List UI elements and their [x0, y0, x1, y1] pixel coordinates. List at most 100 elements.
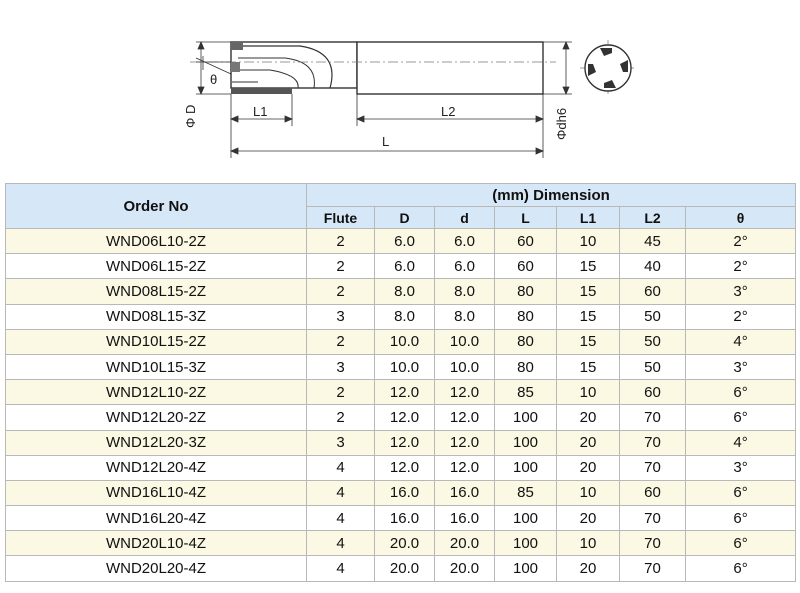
- dimension-cell: 2°: [684, 227, 797, 255]
- dimension-cell: 10: [556, 530, 620, 557]
- dimension-cell: 3: [306, 353, 375, 381]
- dimension-cell: 16.0: [434, 505, 495, 532]
- order-no-cell: WND08L15-3Z: [5, 303, 307, 330]
- dimension-cell: 6°: [684, 505, 797, 532]
- order-no-cell: WND12L20-4Z: [5, 454, 307, 481]
- dimension-cell: 4: [306, 530, 375, 557]
- dimension-cell: 85: [494, 379, 557, 406]
- table-body: WND06L10-2Z 2 6.0 6.0 60 10 45 2° WND06L15-2Z 2 6.…: [5, 227, 797, 582]
- diameter-dimension: [196, 40, 231, 96]
- dimension-cell: 6°: [684, 404, 797, 431]
- dimension-cell: 8.0: [434, 303, 495, 330]
- dimension-cell: 50: [619, 328, 686, 355]
- dimension-cell: 4: [306, 454, 375, 481]
- dimension-cell: 80: [494, 353, 557, 381]
- dimension-cell: 2°: [684, 303, 797, 330]
- phi-d-label: Φ D: [183, 105, 198, 128]
- dimension-cell: 3°: [684, 278, 797, 305]
- dimension-cell: 100: [494, 555, 557, 582]
- dimension-cell: 10: [556, 479, 620, 507]
- dimension-cell: 80: [494, 303, 557, 330]
- order-no-cell: WND10L15-3Z: [5, 353, 307, 381]
- dimension-cell: 50: [619, 353, 686, 381]
- dimension-cell: 16.0: [374, 505, 435, 532]
- dimension-cell: 6°: [684, 479, 797, 507]
- dimension-cell: 70: [619, 530, 686, 557]
- dimension-cell: 60: [619, 479, 686, 507]
- dimension-cell: 10: [556, 379, 620, 406]
- dimension-cell: 20.0: [374, 530, 435, 557]
- dimension-cell: 70: [619, 429, 686, 456]
- dimension-cell: 20: [556, 505, 620, 532]
- dimension-cell: 15: [556, 303, 620, 330]
- table-row: WND16L20-4Z 4 16.0 16.0 100 20 70 6°: [5, 505, 797, 532]
- dimension-cell: 100: [494, 530, 557, 557]
- dimension-cell: 50: [619, 303, 686, 330]
- column-header: D: [374, 206, 435, 229]
- order-no-cell: WND12L20-3Z: [5, 429, 307, 456]
- order-no-cell: WND10L15-2Z: [5, 328, 307, 355]
- dimension-cell: 2: [306, 227, 375, 255]
- theta-angle-marker: [195, 56, 232, 75]
- table-row: WND20L10-4Z 4 20.0 20.0 100 10 70 6°: [5, 530, 797, 557]
- dimension-cell: 20: [556, 454, 620, 481]
- dimension-cell: 2°: [684, 253, 797, 280]
- table-row: WND06L15-2Z 2 6.0 6.0 60 15 40 2°: [5, 253, 797, 280]
- tool-technical-drawing: θ Φ D L1 L2 L Φ: [183, 40, 636, 158]
- dimension-cell: 70: [619, 454, 686, 481]
- dimension-cell: 10.0: [434, 328, 495, 355]
- dimension-cell: 4°: [684, 328, 797, 355]
- dimension-cell: 100: [494, 505, 557, 532]
- order-no-cell: WND08L15-2Z: [5, 278, 307, 305]
- dimension-cell: 8.0: [434, 278, 495, 305]
- shank-diameter-dimension: [543, 40, 572, 96]
- column-header: d: [434, 206, 495, 229]
- dimension-cell: 20: [556, 404, 620, 431]
- table-row: WND16L10-4Z 4 16.0 16.0 85 10 60 6°: [5, 479, 797, 507]
- dimension-cell: 12.0: [434, 379, 495, 406]
- column-header: L1: [556, 206, 620, 229]
- dimension-cell: 60: [494, 253, 557, 280]
- dimension-cell: 12.0: [374, 404, 435, 431]
- dimension-cell: 6°: [684, 379, 797, 406]
- dimension-cell: 45: [619, 227, 686, 255]
- dimension-cell: 8.0: [374, 303, 435, 330]
- order-no-cell: WND12L10-2Z: [5, 379, 307, 406]
- dimension-cell: 15: [556, 328, 620, 355]
- phi-dh6-label: Φdh6: [554, 108, 569, 140]
- dimension-cell: 70: [619, 404, 686, 431]
- theta-label: θ: [210, 72, 217, 87]
- dimension-cell: 3: [306, 429, 375, 456]
- dimension-cell: 70: [619, 555, 686, 582]
- dimension-cell: 100: [494, 454, 557, 481]
- column-header: θ: [684, 206, 797, 229]
- dimension-cell: 4°: [684, 429, 797, 456]
- dimension-cell: 3°: [684, 454, 797, 481]
- order-no-cell: WND20L20-4Z: [5, 555, 307, 582]
- dimension-cell: 16.0: [434, 479, 495, 507]
- dimension-cell: 4: [306, 479, 375, 507]
- dimension-cell: 4: [306, 505, 375, 532]
- dimension-cell: 6°: [684, 555, 797, 582]
- dimension-cell: 15: [556, 353, 620, 381]
- dimension-cell: 100: [494, 429, 557, 456]
- column-header: L: [494, 206, 557, 229]
- dimension-cell: 6.0: [374, 253, 435, 280]
- table-row: WND06L10-2Z 2 6.0 6.0 60 10 45 2°: [5, 227, 797, 255]
- dimension-cell: 12.0: [434, 429, 495, 456]
- dimension-cell: 10.0: [374, 353, 435, 381]
- dimension-cell: 2: [306, 404, 375, 431]
- end-view-icon: [580, 40, 636, 96]
- column-header: Flute: [306, 206, 375, 229]
- dimension-cell: 85: [494, 479, 557, 507]
- dimension-cell: 2: [306, 379, 375, 406]
- dimension-cell: 20: [556, 555, 620, 582]
- order-no-header: Order No: [5, 183, 307, 229]
- dimension-cell: 80: [494, 328, 557, 355]
- table-row: WND12L20-2Z 2 12.0 12.0 100 20 70 6°: [5, 404, 797, 431]
- dimension-cell: 6.0: [434, 227, 495, 255]
- dimension-table: Order No (mm) Dimension Flute D d L L1 L…: [5, 183, 797, 582]
- dimension-cell: 12.0: [374, 454, 435, 481]
- l1-label: L1: [253, 104, 267, 119]
- l2-label: L2: [441, 104, 455, 119]
